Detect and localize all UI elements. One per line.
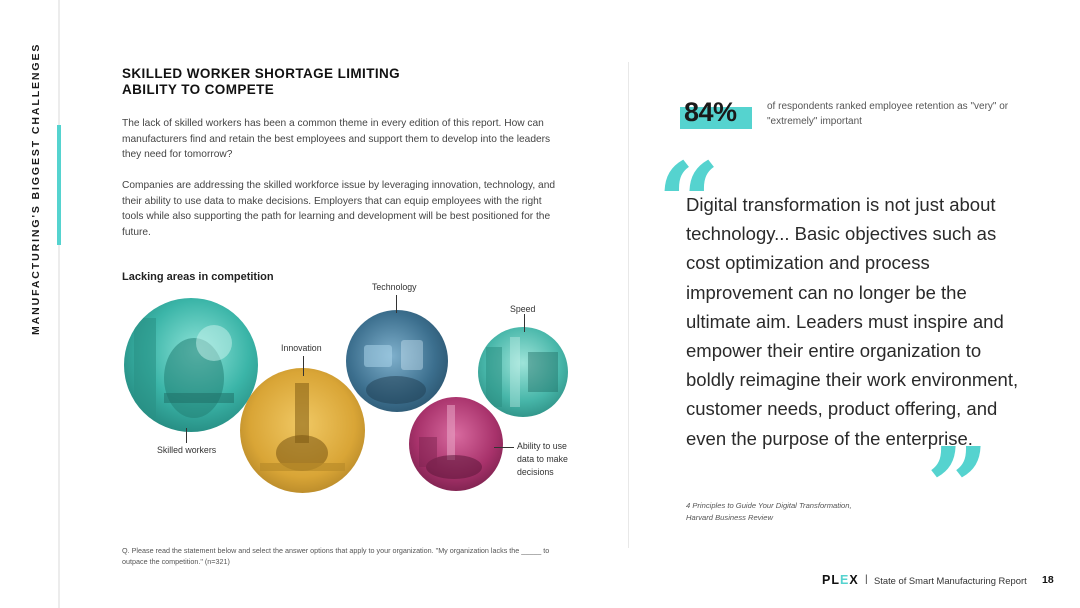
footer-report-title: State of Smart Manufacturing Report xyxy=(874,575,1027,586)
chart-title: Lacking areas in competition xyxy=(122,271,274,283)
bubble-skilled-workers xyxy=(124,298,258,432)
stat-value: 84% xyxy=(684,97,737,127)
tick-skilled-workers xyxy=(186,428,187,443)
column-divider xyxy=(628,62,629,548)
tick-technology xyxy=(396,295,397,313)
bubble-innovation xyxy=(240,368,365,493)
bubble-technology xyxy=(346,310,448,412)
logo-part-1: PL xyxy=(822,573,840,587)
logo-part-2: E xyxy=(839,573,850,587)
quote-source: 4 Principles to Guide Your Digital Trans… xyxy=(686,500,986,524)
tick-innovation xyxy=(303,356,304,376)
label-technology: Technology xyxy=(372,282,417,292)
quote-source-publication: Harvard Business Review xyxy=(686,513,773,522)
logo-part-3: X xyxy=(849,573,859,587)
bubble-speed xyxy=(478,327,568,417)
survey-footnote: Q. Please read the statement below and s… xyxy=(122,546,550,566)
quote-source-title: 4 Principles to Guide Your Digital Trans… xyxy=(686,501,852,510)
close-quote-icon: ” xyxy=(926,423,990,552)
bubble-data-decisions xyxy=(409,397,503,491)
open-quote-icon: “ xyxy=(657,138,721,267)
body-paragraph-1: The lack of skilled workers has been a c… xyxy=(122,118,551,160)
label-data-decisions: Ability to use data to make decisions xyxy=(517,441,568,477)
left-rail-accent xyxy=(57,125,61,245)
plex-logo: PLEX xyxy=(822,573,859,587)
tick-data-decisions xyxy=(494,447,514,448)
body-paragraph-2: Companies are addressing the skilled wor… xyxy=(122,180,556,238)
page-headline: SKILLED WORKER SHORTAGE LIMITING ABILITY… xyxy=(122,66,401,97)
stat-description: of respondents ranked employee retention… xyxy=(767,101,1009,127)
stat-highlight-bar xyxy=(680,107,752,129)
label-innovation: Innovation xyxy=(281,343,322,353)
label-speed: Speed xyxy=(510,304,536,314)
pull-quote: Digital transformation is not just about… xyxy=(686,194,1019,449)
tick-speed xyxy=(524,314,525,332)
page-number: 18 xyxy=(1042,574,1054,586)
label-skilled-workers: Skilled workers xyxy=(157,445,217,455)
footer-separator: | xyxy=(865,574,868,585)
section-side-label: MANUFACTURING'S BIGGEST CHALLENGES xyxy=(30,42,42,335)
left-rail-line xyxy=(58,0,60,608)
